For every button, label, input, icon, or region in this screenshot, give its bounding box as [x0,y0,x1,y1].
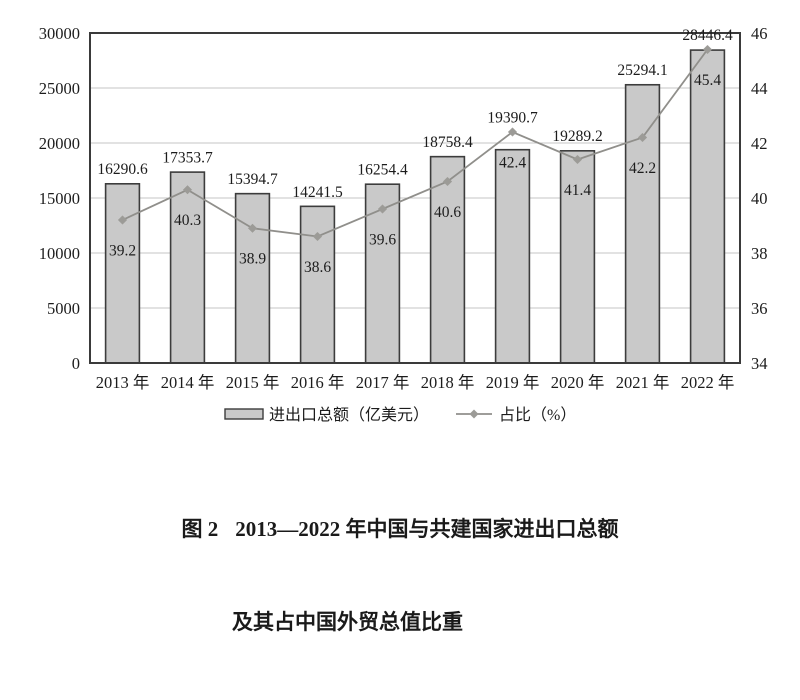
x-axis-label: 2021 年 [616,373,670,392]
percent-label: 39.2 [109,242,136,259]
right-axis-labels: 34 36 38 40 42 44 46 [751,24,768,373]
x-axis-labels: 2013 年 2014 年 2015 年 2016 年 2017 年 2018 年 2019… [96,373,735,392]
right-axis-tick-label: 40 [751,189,768,208]
left-axis-tick-label: 20000 [39,134,80,153]
percent-label: 41.4 [564,182,591,199]
line-series [122,48,709,238]
left-axis-tick-label: 30000 [39,24,80,43]
percent-label: 42.4 [499,154,526,171]
x-axis-label: 2020 年 [551,373,605,392]
diamond-marker-icon [182,185,193,195]
bar-value-label: 19390.7 [487,109,538,126]
percent-label: 38.6 [304,259,331,276]
legend-bar-label: 进出口总额（亿美元） [269,406,429,424]
right-axis-tick-label: 44 [751,79,768,98]
trade-combo-chart: 16290.6 17353.7 15394.7 14241.5 16254.4 18758… [39,24,768,424]
diamond-marker-icon [442,176,453,187]
bar-value-label: 19289.2 [552,128,602,145]
percent-label: 40.6 [434,204,461,221]
right-axis-tick-label: 46 [751,24,768,43]
bar-value-label: 17353.7 [162,150,213,167]
bar [169,171,206,364]
legend-line-label: 占比（%） [499,406,576,424]
left-axis-tick-label: 10000 [39,244,80,263]
percent-label: 45.4 [694,72,721,89]
percent-label: 40.3 [174,212,201,229]
right-axis-tick-label: 36 [751,299,768,318]
percent-label: 42.2 [629,160,656,177]
legend: 进出口总额（亿美元） 占比（%） [224,406,576,424]
left-axis-tick-label: 5000 [47,299,80,318]
bar-value-labels: 16290.6 17353.7 15394.7 14241.5 16254.4 18758… [97,27,733,201]
diamond-marker-icon [507,127,518,137]
x-axis-label: 2015 年 [226,373,280,392]
diamond-marker-icon [572,154,583,165]
left-axis-tick-label: 15000 [39,189,80,208]
bar [624,83,661,364]
percent-label: 38.9 [239,251,266,268]
diamond-marker-icon [312,231,323,242]
x-axis-label: 2017 年 [356,373,410,392]
diamond-marker-icon [117,215,128,225]
percent-label: 39.6 [369,231,396,248]
x-axis-label: 2018 年 [421,373,475,392]
bar [234,192,271,364]
right-axis-tick-label: 42 [751,134,768,153]
right-axis-tick-label: 34 [751,354,768,373]
bar-value-label: 15394.7 [227,171,278,188]
bar [104,183,141,364]
bar-value-label: 16290.6 [97,161,148,178]
bar-value-label: 28446.4 [682,27,733,44]
bar-value-label: 25294.1 [617,62,667,79]
diamond-marker-icon [637,132,648,143]
percent-labels: 39.2 40.3 38.9 38.6 39.6 40.6 42.4 41.4 42.2 45.4 [109,72,721,276]
bar-value-label: 14241.5 [292,184,343,201]
legend-diamond-marker-icon [469,409,479,419]
bar-value-label: 18758.4 [422,134,473,151]
bar [494,148,531,364]
figure-title-line1: 2013—2022 年中国与共建国家进出口总额 [235,517,619,541]
bar [689,49,726,364]
bar-series [104,49,726,364]
figure-caption-line1: 图 2 2013—2022 年中国与共建国家进出口总额 [0,514,800,545]
x-axis-label: 2019 年 [486,373,540,392]
figure-2: 16290.6 17353.7 15394.7 14241.5 16254.4 18758… [39,24,768,634]
x-axis-label: 2022 年 [681,373,735,392]
x-axis-label: 2014 年 [161,373,215,392]
diamond-marker-icon [702,44,713,55]
line-markers [117,44,713,242]
figure-number: 图 2 [181,517,219,541]
left-axis-tick-label: 0 [72,354,80,373]
right-axis-tick-label: 38 [751,244,768,263]
figure-caption: 图 2 2013—2022 年中国与共建国家进出口总额 及其占中国外贸总值比重 [0,452,800,700]
figure-title-line2: 及其占中国外贸总值比重 [232,610,463,634]
diamond-marker-icon [247,223,258,233]
x-axis-label: 2016 年 [291,373,345,392]
bar [429,155,466,364]
bar-value-label: 16254.4 [357,162,408,179]
left-axis-tick-label: 25000 [39,79,80,98]
left-axis-labels: 0 5000 10000 15000 20000 25000 30000 [39,24,80,373]
legend-bar-swatch [224,408,264,420]
diamond-marker-icon [377,204,388,214]
plot-frame [89,32,741,364]
x-axis-label: 2013 年 [96,373,150,392]
bar [299,205,336,364]
